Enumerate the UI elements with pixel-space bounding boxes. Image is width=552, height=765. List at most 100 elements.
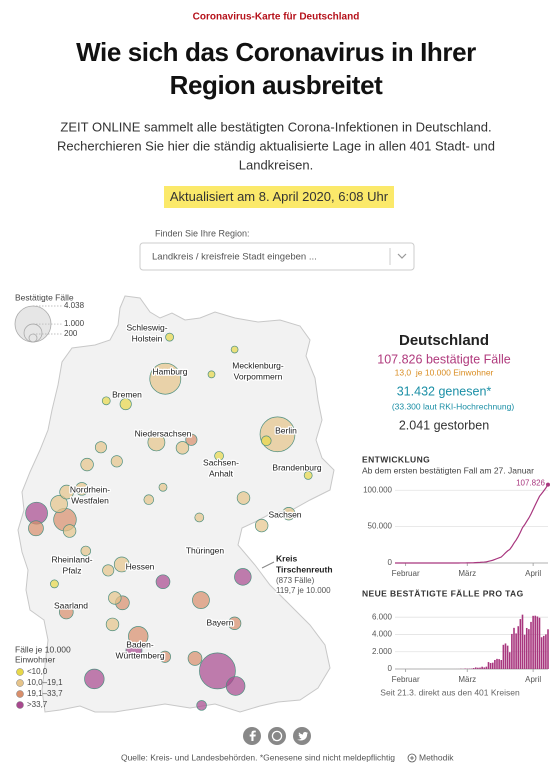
case-bubble	[94, 441, 107, 454]
bar	[511, 633, 513, 669]
y-tick-label: 50.000	[368, 522, 393, 531]
bubble-layer	[25, 332, 313, 711]
case-bubble	[102, 564, 115, 577]
bar	[538, 617, 541, 669]
callout-leader	[261, 561, 275, 569]
summary-title: Deutschland	[399, 332, 489, 349]
bar	[504, 643, 507, 669]
bar	[472, 668, 475, 669]
state-label: Thüringen	[186, 545, 225, 555]
bar	[500, 660, 503, 669]
chart-subtitle: Ab dem ersten bestätigten Fall am 27. Ja…	[362, 465, 534, 475]
color-legend-swatch	[16, 668, 24, 676]
state-label: Mecklenburg-	[232, 360, 284, 370]
case-bubble	[165, 332, 174, 342]
title-line: Wie sich das Coronavirus in Ihrer	[76, 37, 476, 67]
color-legend-label: 10,0–19,1	[27, 678, 63, 687]
bar	[515, 633, 517, 669]
state-label: Westfalen	[71, 495, 109, 505]
state-label: Rheinland-	[51, 554, 92, 564]
case-bubble	[113, 556, 130, 573]
size-legend-label: 4.038	[64, 301, 85, 310]
case-bubble	[80, 457, 94, 472]
x-tick-label: März	[458, 569, 476, 578]
twitter-glyph	[297, 732, 308, 741]
bar	[525, 627, 528, 669]
case-bubble	[50, 579, 59, 589]
state-label: Bremen	[112, 389, 142, 399]
state-label: Holstein	[132, 333, 163, 343]
search-placeholder: Landkreis / kreisfreie Stadt eingeben ..…	[152, 252, 317, 263]
bar	[521, 614, 524, 669]
bar	[528, 629, 530, 669]
color-legend-title: Fälle je 10.000	[15, 644, 71, 654]
case-bubble	[50, 495, 68, 513]
method-icon	[407, 753, 417, 763]
bar	[481, 666, 483, 669]
bar	[498, 659, 500, 669]
state-label: Saarland	[54, 600, 88, 610]
whatsapp-glyph	[273, 738, 276, 741]
charts: 0 50.000 100.000 Februar März April 107.826 0 2.…	[363, 479, 550, 684]
y-tick-label: 0	[388, 558, 393, 567]
line-end-point	[546, 482, 550, 487]
bar	[479, 667, 481, 669]
share-facebook[interactable]	[243, 727, 261, 745]
search-box[interactable]: Landkreis / kreisfreie Stadt eingeben ..…	[139, 242, 415, 271]
line-end-label: 107.826	[516, 479, 545, 488]
case-bubble	[303, 471, 313, 480]
case-bubble	[108, 591, 122, 605]
y-tick-label: 6.000	[372, 612, 393, 621]
case-bubble	[234, 568, 252, 586]
size-legend-label: 1.000	[64, 319, 85, 328]
case-bubble	[59, 604, 74, 620]
method-text[interactable]: Methodik	[419, 752, 454, 762]
bar	[540, 637, 543, 669]
case-bubble	[101, 396, 111, 406]
case-bubble	[207, 370, 216, 379]
bar	[545, 634, 547, 669]
state-label: Bayern	[207, 617, 234, 627]
state-label: Württemberg	[115, 650, 164, 660]
share-icon[interactable]	[268, 727, 286, 745]
y-tick-label: 0	[388, 664, 393, 673]
color-legend-label: >33,7	[27, 700, 48, 709]
case-bubble	[282, 507, 296, 521]
case-bubble	[147, 433, 166, 452]
color-legend-swatch	[16, 690, 24, 698]
callout-title: Kreis	[276, 553, 298, 563]
case-bubble	[75, 482, 89, 496]
case-bubble	[230, 345, 239, 354]
bar	[502, 644, 505, 669]
intro-line: Landkreisen.	[239, 157, 313, 172]
case-bubble	[119, 398, 132, 411]
case-bubble	[196, 700, 207, 711]
bar	[523, 634, 526, 669]
method-link[interactable]: Methodik	[407, 752, 454, 763]
y-tick-label: 4.000	[372, 630, 393, 639]
bar	[513, 627, 515, 669]
summary-cases: 107.826 bestätigte Fälle	[377, 352, 510, 366]
color-legend-swatch	[16, 701, 24, 709]
summary-rate: 13,0 je 10.000 Einwohner	[395, 367, 494, 377]
search-input[interactable]	[139, 242, 415, 271]
share-whatsapp[interactable]	[268, 727, 286, 745]
facebook-glyph	[249, 730, 256, 741]
bar	[494, 659, 496, 669]
y-tick-label: 100.000	[363, 485, 392, 494]
summary-recovered: 31.432 genesen*	[397, 384, 492, 398]
case-bubble	[261, 435, 272, 447]
share-twitter[interactable]	[293, 727, 311, 745]
state-label: Vorpommern	[234, 371, 283, 381]
method-icon	[410, 756, 414, 760]
state-label: Schleswig-	[126, 322, 167, 332]
bar	[536, 616, 539, 669]
dropdown-chevron[interactable]	[397, 253, 407, 259]
case-bubble	[214, 451, 224, 461]
x-tick-label: April	[525, 569, 541, 578]
bar	[489, 663, 492, 669]
line-series	[394, 484, 549, 564]
color-legend-label: <10,0	[27, 667, 48, 676]
size-legend-label: 200	[64, 329, 78, 338]
